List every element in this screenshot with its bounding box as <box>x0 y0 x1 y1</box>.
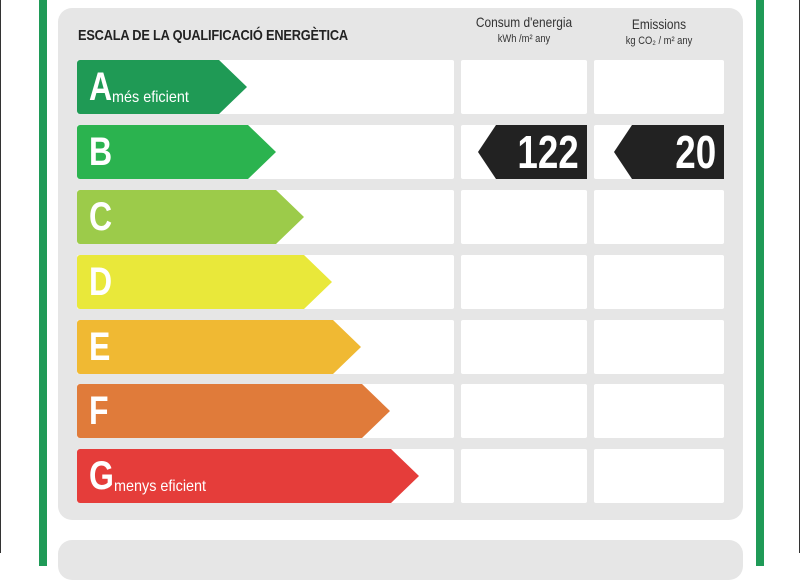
green-frame <box>39 0 764 566</box>
energy-cell <box>461 60 587 114</box>
scale-title: ESCALA DE LA QUALIFICACIÓ ENERGÈTICA <box>78 27 348 44</box>
rating-bar-b: B <box>77 125 276 179</box>
rating-bar-g: G menys eficient <box>77 449 419 503</box>
emissions-cell <box>594 190 724 244</box>
rating-letter: G <box>89 453 114 498</box>
rating-bar-d: D <box>77 255 332 309</box>
rating-letter: A <box>89 64 113 109</box>
energy-cell <box>461 190 587 244</box>
energy-cell <box>461 255 587 309</box>
rating-label: més eficient <box>111 89 189 106</box>
emissions-column-header: Emissions kg CO₂ / m² any <box>601 16 717 47</box>
emissions-value-marker: 20 <box>614 125 724 179</box>
emissions-unit: kg CO₂ / m² any <box>625 35 693 47</box>
emissions-value: 20 <box>675 126 716 178</box>
emissions-cell <box>594 449 724 503</box>
energy-value-marker: 122 <box>478 125 587 179</box>
rating-letter: C <box>89 194 113 239</box>
energy-cell <box>461 449 587 503</box>
energy-unit: kWh /m² any <box>497 33 551 45</box>
rating-letter: B <box>89 129 113 174</box>
rating-bar-f: F <box>77 384 390 438</box>
energy-cell <box>461 320 587 374</box>
rating-label: menys eficient <box>114 478 207 495</box>
energy-cell <box>461 384 587 438</box>
emissions-label: Emissions <box>631 16 687 32</box>
secondary-panel <box>58 540 743 580</box>
emissions-cell <box>594 255 724 309</box>
emissions-cell <box>594 384 724 438</box>
rating-bar-a: A més eficient <box>77 60 247 114</box>
rating-bar-e: E <box>77 320 361 374</box>
rating-letter: F <box>89 388 109 433</box>
emissions-cell <box>594 320 724 374</box>
rating-bar-c: C <box>77 190 304 244</box>
energy-label: Consum d'energia <box>475 14 573 30</box>
energy-value: 122 <box>517 126 579 178</box>
energy-column-header: Consum d'energia kWh /m² any <box>466 14 582 45</box>
rating-letter: D <box>89 259 113 304</box>
rating-letter: E <box>89 324 111 369</box>
emissions-cell <box>594 60 724 114</box>
